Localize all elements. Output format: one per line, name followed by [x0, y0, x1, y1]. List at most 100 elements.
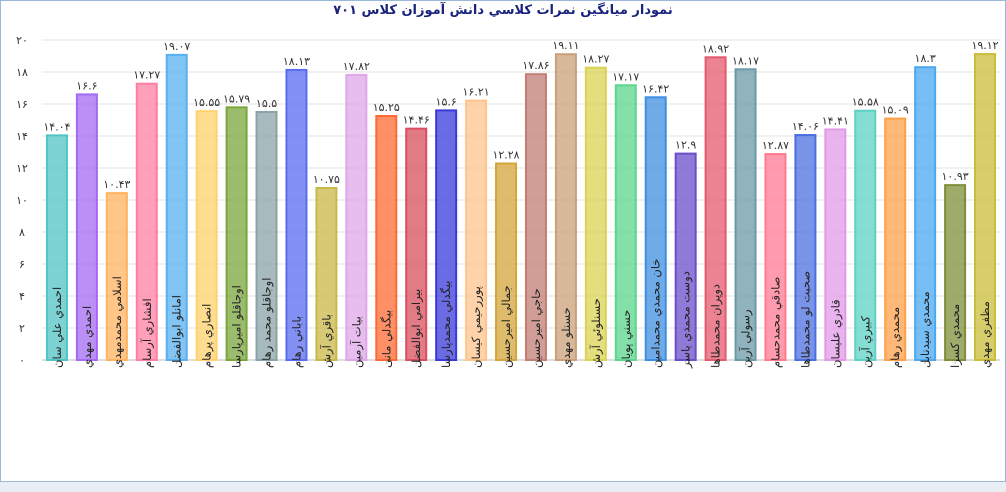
category-label: حسني پويان — [619, 310, 634, 368]
category-label: بيگدلي مانی — [379, 310, 393, 368]
data-label: ۱۷.۱۷ — [612, 70, 639, 83]
data-label: ۱۵.۵۸ — [852, 96, 879, 109]
y-tick-label: ۱۸ — [16, 66, 28, 79]
category-label: محمدي کسرا — [948, 304, 963, 368]
data-label: ۱۴.۴۶ — [403, 114, 430, 127]
data-label: ۱۴.۰۴ — [43, 120, 70, 133]
data-label: ۱۸.۱۳ — [283, 55, 310, 68]
y-tick-label: ۰ — [19, 354, 25, 367]
bar — [465, 99, 488, 361]
data-label: ۱۴.۰۶ — [792, 120, 819, 133]
category-label: بيگدلي محمدپارسا — [439, 281, 454, 368]
category-label: باباني رهام — [289, 316, 304, 368]
bar — [764, 153, 787, 361]
data-label: ۱۰.۹۳ — [942, 170, 969, 183]
bar-chart: ۰ ۲ ۴ ۶ ۸ ۱۰ ۱۲ ۱۴ ۱۶ ۱۸ ۲۰ ۱۴.۰۴ احمدي علي سان ۱۶.۶… — [16, 34, 1000, 369]
bar — [165, 53, 188, 361]
chart-title: نمودار میانگین نمرات کلاسي دانش آموزان ک… — [333, 3, 673, 18]
data-label: ۱۷.۸۶ — [522, 59, 549, 72]
bar — [584, 66, 607, 362]
bottom-scroll-strip — [0, 482, 1006, 492]
data-label: ۱۹.۰۷ — [163, 40, 190, 53]
y-tick-label: ۲ — [19, 322, 25, 335]
y-tick-label: ۱۶ — [16, 98, 28, 111]
category-label: بيات آرمين — [349, 316, 364, 368]
bar — [674, 152, 697, 361]
y-tick-label: ۴ — [19, 290, 25, 303]
category-label: دوست محمدي ياسر — [679, 271, 694, 369]
category-label: اوجاقلو اميرپارسا — [230, 285, 245, 368]
data-label: ۱۰.۷۵ — [313, 173, 340, 186]
bar — [435, 109, 458, 362]
data-label: ۱۵.۷۹ — [223, 92, 250, 105]
bar — [794, 134, 817, 361]
category-label: انصاري پرهام — [200, 304, 215, 368]
bar — [225, 106, 248, 361]
category-label: احمدي مهدي — [80, 306, 94, 368]
bar — [315, 187, 338, 361]
category-label: احمدي علي سان — [50, 287, 64, 368]
bar — [105, 192, 128, 361]
bar — [524, 73, 547, 362]
bar — [75, 93, 98, 362]
category-label: اوجاقلو محمد رهام — [260, 278, 275, 368]
y-tick-label: ۲۰ — [16, 34, 28, 47]
category-label: صادقي محمدحسام — [768, 277, 782, 368]
bar — [914, 66, 937, 361]
data-label: ۱۲.۹ — [675, 139, 696, 152]
category-label: حسنلو مهدي — [559, 307, 574, 368]
category-label: باقري آرش — [319, 314, 334, 368]
bar — [884, 117, 907, 361]
y-tick-label: ۸ — [19, 226, 25, 239]
data-label: ۱۲.۸۷ — [762, 139, 789, 152]
bar — [944, 184, 967, 361]
category-label: صحبت لو محمدطاها — [798, 271, 813, 368]
bar — [375, 115, 398, 361]
category-label: امانلو ابوالفضل — [170, 295, 185, 368]
data-label: ۱۶.۲۱ — [463, 86, 490, 99]
bar — [405, 127, 428, 361]
category-label: خان محمدي محمدامين — [649, 259, 664, 369]
data-label: ۱۷.۲۷ — [133, 69, 160, 82]
data-label: ۱۸.۲۷ — [582, 53, 609, 66]
data-label: ۱۵.۰۹ — [882, 104, 909, 117]
category-label: کبيري آرين — [858, 315, 873, 368]
data-label: ۱۵.۶ — [436, 95, 457, 108]
bars-layer — [45, 53, 997, 362]
data-label: ۱۹.۱۱ — [552, 39, 579, 52]
bar — [974, 53, 997, 362]
category-label: جمالي اميرحسين — [499, 285, 514, 368]
bar — [255, 111, 278, 361]
data-label: ۱۵.۲۵ — [373, 101, 400, 114]
bar — [345, 73, 368, 361]
bar — [554, 53, 577, 362]
bar — [45, 134, 68, 361]
category-label: حاجي اميرحسين — [529, 288, 544, 368]
category-label: محمدي رهام — [888, 307, 903, 368]
bar — [495, 162, 518, 361]
y-tick-label: ۱۲ — [16, 162, 28, 175]
data-label: ۱۰.۴۳ — [103, 178, 130, 191]
data-label: ۱۶.۴۲ — [642, 82, 669, 95]
bar — [644, 96, 667, 361]
bar — [285, 68, 308, 361]
data-label: ۱۵.۵ — [256, 97, 277, 110]
bar — [195, 110, 218, 361]
bar — [704, 56, 727, 361]
y-tick-label: ۱۰ — [16, 194, 28, 207]
y-tick-label: ۶ — [19, 258, 25, 271]
category-label: پوررحيمي کيسان — [469, 286, 484, 368]
data-label: ۱۸.۳ — [915, 52, 936, 65]
y-tick-label: ۱۴ — [16, 130, 28, 143]
data-label: ۱۹.۱۲ — [971, 39, 998, 52]
category-label: دوپران محمدطاها — [709, 284, 724, 368]
data-label: ۱۶.۶ — [76, 79, 97, 92]
category-label: اسلامي محمدمهدي — [110, 276, 124, 368]
labels-layer: ۱۴.۰۴ احمدي علي سان ۱۶.۶ احمدي مهدي ۱۰.۴۳ اسل… — [43, 39, 998, 369]
bar — [854, 109, 877, 361]
category-label: مظفري مهدي — [978, 301, 993, 368]
category-label: محمدي سيدنابل — [918, 291, 932, 368]
data-label: ۱۴.۴۱ — [822, 114, 849, 127]
data-label: ۱۲.۲۸ — [492, 149, 519, 162]
category-label: رسولي آرين — [739, 309, 754, 368]
